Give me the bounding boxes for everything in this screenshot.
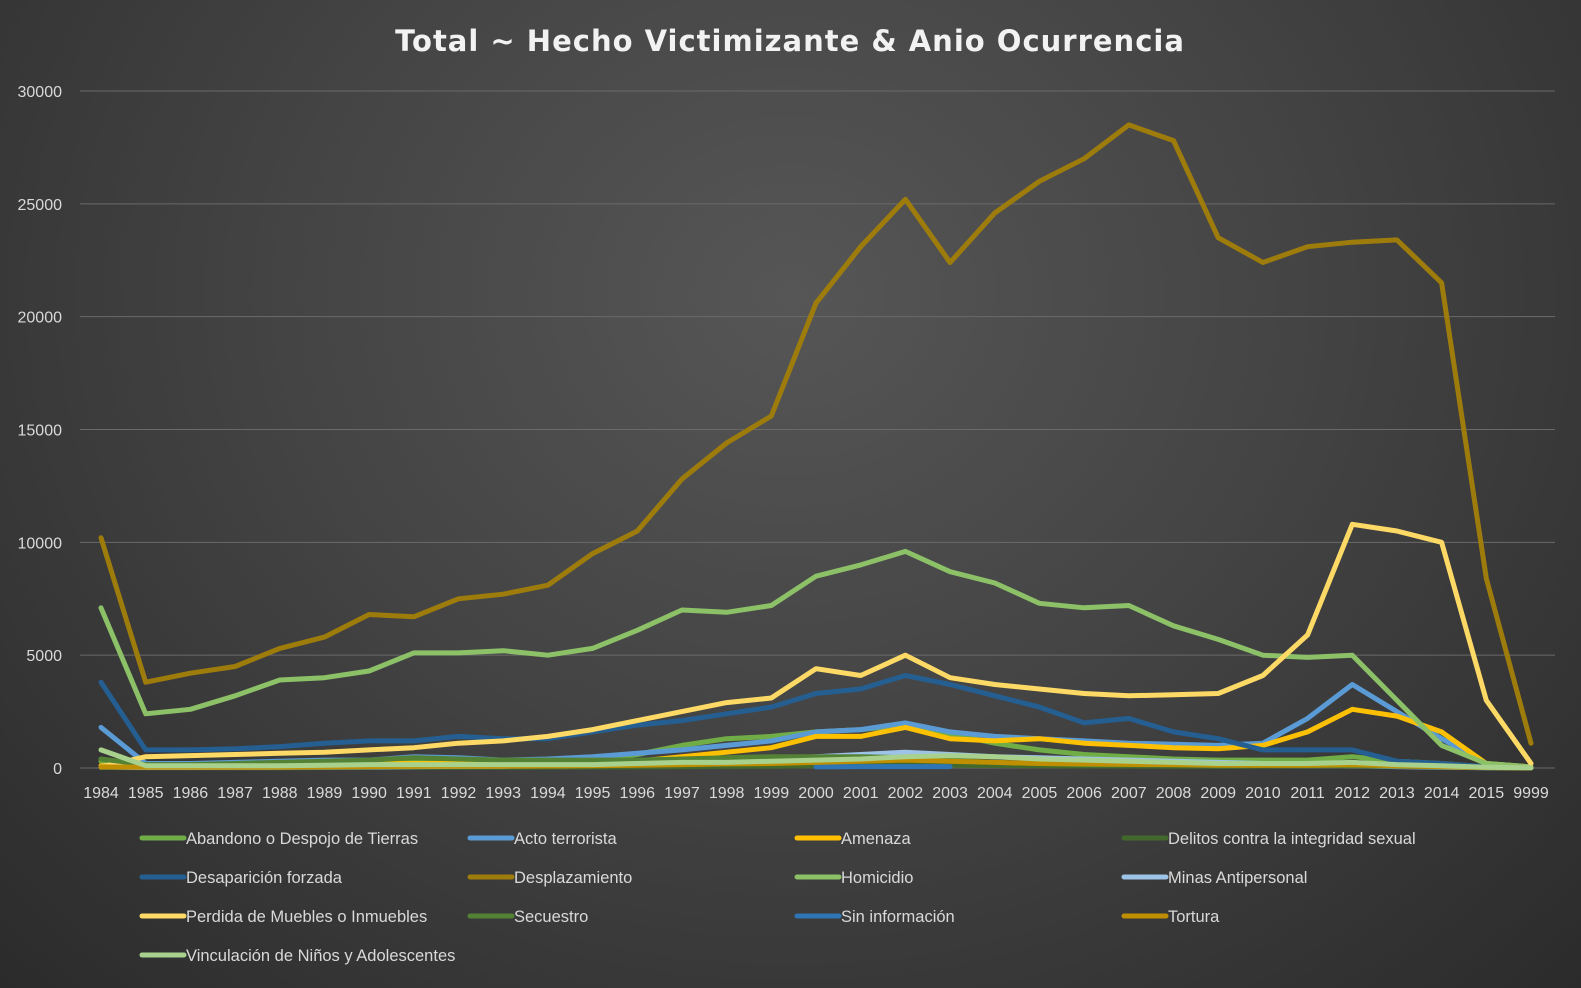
series-line-4 [98, 673, 1534, 771]
legend: Abandono o Despojo de Tierras Acto terror… [139, 830, 1416, 965]
x-tick-label: 1984 [83, 785, 119, 802]
legend-item: Desaparición forzada [139, 869, 343, 887]
legend-label: Acto terrorista [514, 830, 618, 848]
x-tick-label: 1988 [262, 785, 298, 802]
y-tick-label: 0 [53, 761, 62, 778]
x-tick-label: 2006 [1066, 785, 1102, 802]
x-tick-label: 2012 [1334, 785, 1370, 802]
series-line-5 [98, 122, 1534, 746]
x-tick-label: 1995 [575, 785, 611, 802]
x-tick-label: 1993 [485, 785, 521, 802]
series-line-6 [98, 548, 1534, 770]
x-tick-label: 9999 [1513, 785, 1549, 802]
x-tick-label: 1996 [619, 785, 655, 802]
y-tick-label: 10000 [18, 535, 63, 552]
x-tick-label: 1991 [396, 785, 432, 802]
x-tick-label: 1990 [351, 785, 387, 802]
y-tick-label: 30000 [18, 84, 63, 101]
legend-item: Amenaza [794, 830, 912, 848]
series-line-8 [98, 521, 1534, 770]
legend-item: Sin información [794, 908, 955, 926]
x-tick-label: 2011 [1290, 785, 1325, 802]
x-tick-label: 1989 [307, 785, 343, 802]
series-lines [98, 122, 1534, 771]
legend-item: Desplazamiento [467, 869, 632, 887]
x-tick-label: 1994 [530, 785, 566, 802]
legend-label: Vinculación de Niños y Adolescentes [186, 947, 455, 965]
x-tick-label: 2014 [1424, 785, 1460, 802]
x-tick-label: 2007 [1111, 785, 1147, 802]
legend-item: Minas Antipersonal [1121, 869, 1307, 887]
legend-label: Abandono o Despojo de Tierras [186, 830, 418, 848]
legend-label: Perdida de Muebles o Inmuebles [186, 908, 427, 926]
legend-item: Tortura [1121, 908, 1220, 926]
x-tick-label: 1998 [709, 785, 745, 802]
y-tick-label: 25000 [18, 197, 63, 214]
x-tick-label: 2013 [1379, 785, 1415, 802]
x-tick-label: 2000 [798, 785, 834, 802]
legend-label: Homicidio [841, 869, 913, 887]
y-tick-label: 5000 [26, 648, 62, 665]
legend-item: Abandono o Despojo de Tierras [139, 830, 418, 848]
y-axis-ticks: 0 5000 10000 15000 20000 25000 30000 [18, 84, 63, 778]
y-tick-label: 15000 [18, 423, 63, 440]
series-line-12 [98, 747, 1534, 771]
x-tick-label: 2003 [932, 785, 968, 802]
chart-title: Total ~ Hecho Victimizante & Anio Ocurre… [395, 24, 1185, 58]
x-axis-ticks: 1984 1985 1986 1987 1988 1989 1990 1991 1992 1993… [83, 785, 1549, 802]
legend-item: Homicidio [794, 869, 913, 887]
x-tick-label: 2001 [843, 785, 879, 802]
gridlines [80, 90, 1555, 769]
legend-item: Perdida de Muebles o Inmuebles [139, 908, 427, 926]
x-tick-label: 2004 [977, 785, 1013, 802]
x-tick-label: 2010 [1245, 785, 1281, 802]
x-tick-label: 1997 [664, 785, 700, 802]
legend-label: Minas Antipersonal [1168, 869, 1307, 887]
x-tick-label: 2005 [1022, 785, 1058, 802]
legend-item: Vinculación de Niños y Adolescentes [139, 947, 455, 965]
legend-label: Desaparición forzada [186, 869, 343, 887]
x-tick-label: 2015 [1469, 785, 1505, 802]
x-tick-label: 1987 [217, 785, 253, 802]
legend-label: Secuestro [514, 908, 588, 926]
x-tick-label: 2002 [888, 785, 924, 802]
y-tick-label: 20000 [18, 310, 63, 327]
legend-item: Acto terrorista [467, 830, 618, 848]
x-tick-label: 2008 [1156, 785, 1192, 802]
legend-label: Tortura [1168, 908, 1220, 926]
x-tick-label: 2009 [1200, 785, 1236, 802]
legend-label: Delitos contra la integridad sexual [1168, 830, 1416, 848]
x-tick-label: 1999 [754, 785, 790, 802]
x-tick-label: 1992 [441, 785, 477, 802]
legend-item: Delitos contra la integridad sexual [1121, 830, 1416, 848]
legend-label: Sin información [841, 908, 955, 926]
legend-label: Desplazamiento [514, 869, 632, 887]
legend-item: Secuestro [467, 908, 588, 926]
x-tick-label: 1985 [128, 785, 164, 802]
x-tick-label: 1986 [173, 785, 209, 802]
legend-label: Amenaza [841, 830, 912, 848]
